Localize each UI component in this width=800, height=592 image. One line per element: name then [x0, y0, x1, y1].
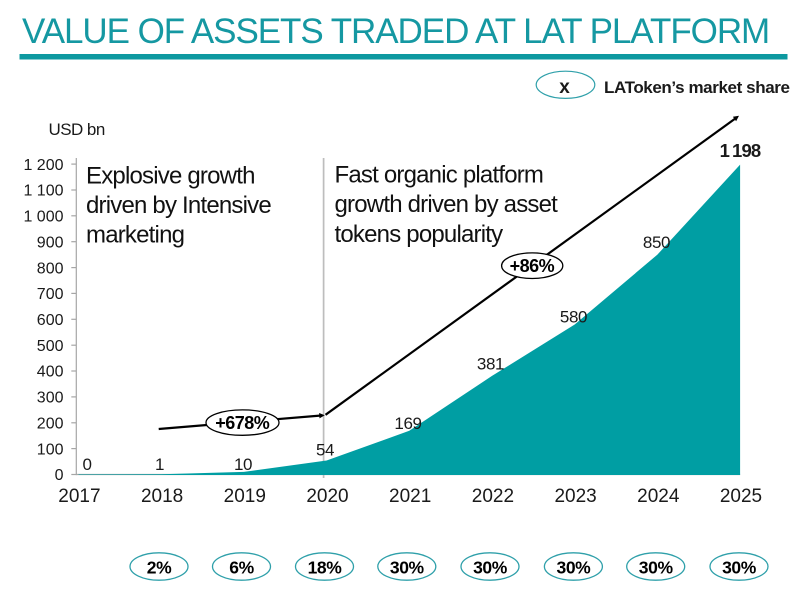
svg-text:1 100: 1 100 [23, 183, 63, 200]
svg-text:100: 100 [37, 441, 64, 458]
svg-text:850: 850 [643, 233, 670, 252]
svg-text:marketing: marketing [86, 222, 184, 249]
svg-text:x: x [559, 77, 570, 98]
svg-text:54: 54 [316, 441, 334, 460]
svg-text:1 198: 1 198 [720, 140, 761, 161]
svg-text:200: 200 [37, 416, 64, 433]
svg-text:USD bn: USD bn [49, 120, 105, 139]
svg-text:Fast organic platform: Fast organic platform [335, 162, 544, 189]
svg-text:1 000: 1 000 [23, 209, 63, 226]
svg-text:driven by Intensive: driven by Intensive [86, 192, 271, 219]
svg-text:2021: 2021 [389, 486, 431, 507]
svg-text:381: 381 [477, 355, 504, 374]
svg-text:2018: 2018 [141, 486, 183, 507]
svg-text:300: 300 [37, 390, 64, 407]
svg-text:900: 900 [37, 234, 64, 251]
svg-text:2%: 2% [147, 558, 172, 578]
svg-text:580: 580 [560, 308, 587, 327]
svg-text:2023: 2023 [554, 486, 596, 507]
svg-text:6%: 6% [229, 558, 254, 578]
svg-text:2017: 2017 [58, 486, 100, 507]
svg-text:600: 600 [37, 312, 64, 329]
svg-text:30%: 30% [390, 558, 425, 578]
svg-text:10: 10 [234, 455, 252, 474]
svg-text:2020: 2020 [306, 486, 348, 507]
svg-text:VALUE OF ASSETS TRADED AT LAT: VALUE OF ASSETS TRADED AT LAT PLATFORM [22, 12, 769, 51]
svg-text:2019: 2019 [224, 486, 266, 507]
svg-text:700: 700 [37, 286, 64, 303]
svg-text:800: 800 [37, 260, 64, 277]
svg-text:2024: 2024 [637, 486, 680, 507]
svg-text:+678%: +678% [215, 413, 270, 433]
svg-text:growth driven by asset: growth driven by asset [335, 191, 559, 218]
svg-text:1: 1 [155, 455, 164, 474]
svg-text:18%: 18% [308, 558, 343, 578]
svg-text:30%: 30% [556, 558, 591, 578]
svg-text:30%: 30% [639, 558, 674, 578]
svg-text:0: 0 [82, 455, 91, 474]
svg-text:LAToken’s market share: LAToken’s market share [604, 78, 790, 97]
svg-text:2025: 2025 [720, 486, 762, 507]
svg-text:tokens popularity: tokens popularity [335, 221, 504, 248]
svg-text:2022: 2022 [472, 486, 514, 507]
svg-text:Explosive growth: Explosive growth [86, 162, 255, 189]
svg-text:30%: 30% [473, 558, 508, 578]
svg-text:400: 400 [37, 364, 64, 381]
svg-text:1 200: 1 200 [23, 157, 63, 174]
svg-text:30%: 30% [722, 558, 757, 578]
svg-text:169: 169 [394, 414, 421, 433]
svg-text:500: 500 [37, 338, 64, 355]
svg-text:+86%: +86% [510, 256, 555, 276]
svg-text:0: 0 [55, 467, 64, 484]
